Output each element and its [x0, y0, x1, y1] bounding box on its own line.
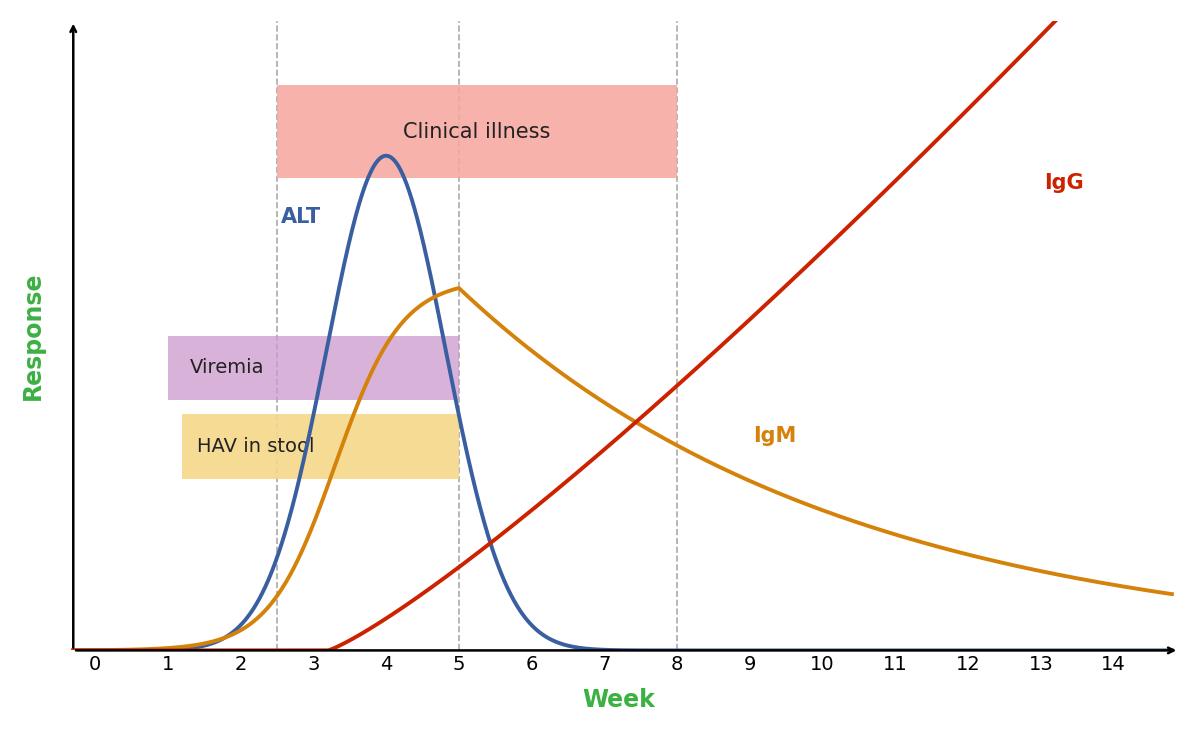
Bar	[182, 414, 458, 479]
X-axis label: Week: Week	[582, 688, 655, 712]
Y-axis label: Response: Response	[20, 271, 44, 400]
Text: Viremia: Viremia	[190, 358, 264, 377]
Text: IgG: IgG	[1044, 174, 1084, 194]
Text: IgM: IgM	[754, 427, 797, 446]
Text: HAV in stool: HAV in stool	[197, 437, 314, 456]
Text: Clinical illness: Clinical illness	[403, 122, 551, 142]
Bar	[168, 336, 458, 400]
Text: ALT: ALT	[281, 207, 320, 227]
Bar	[277, 86, 677, 178]
